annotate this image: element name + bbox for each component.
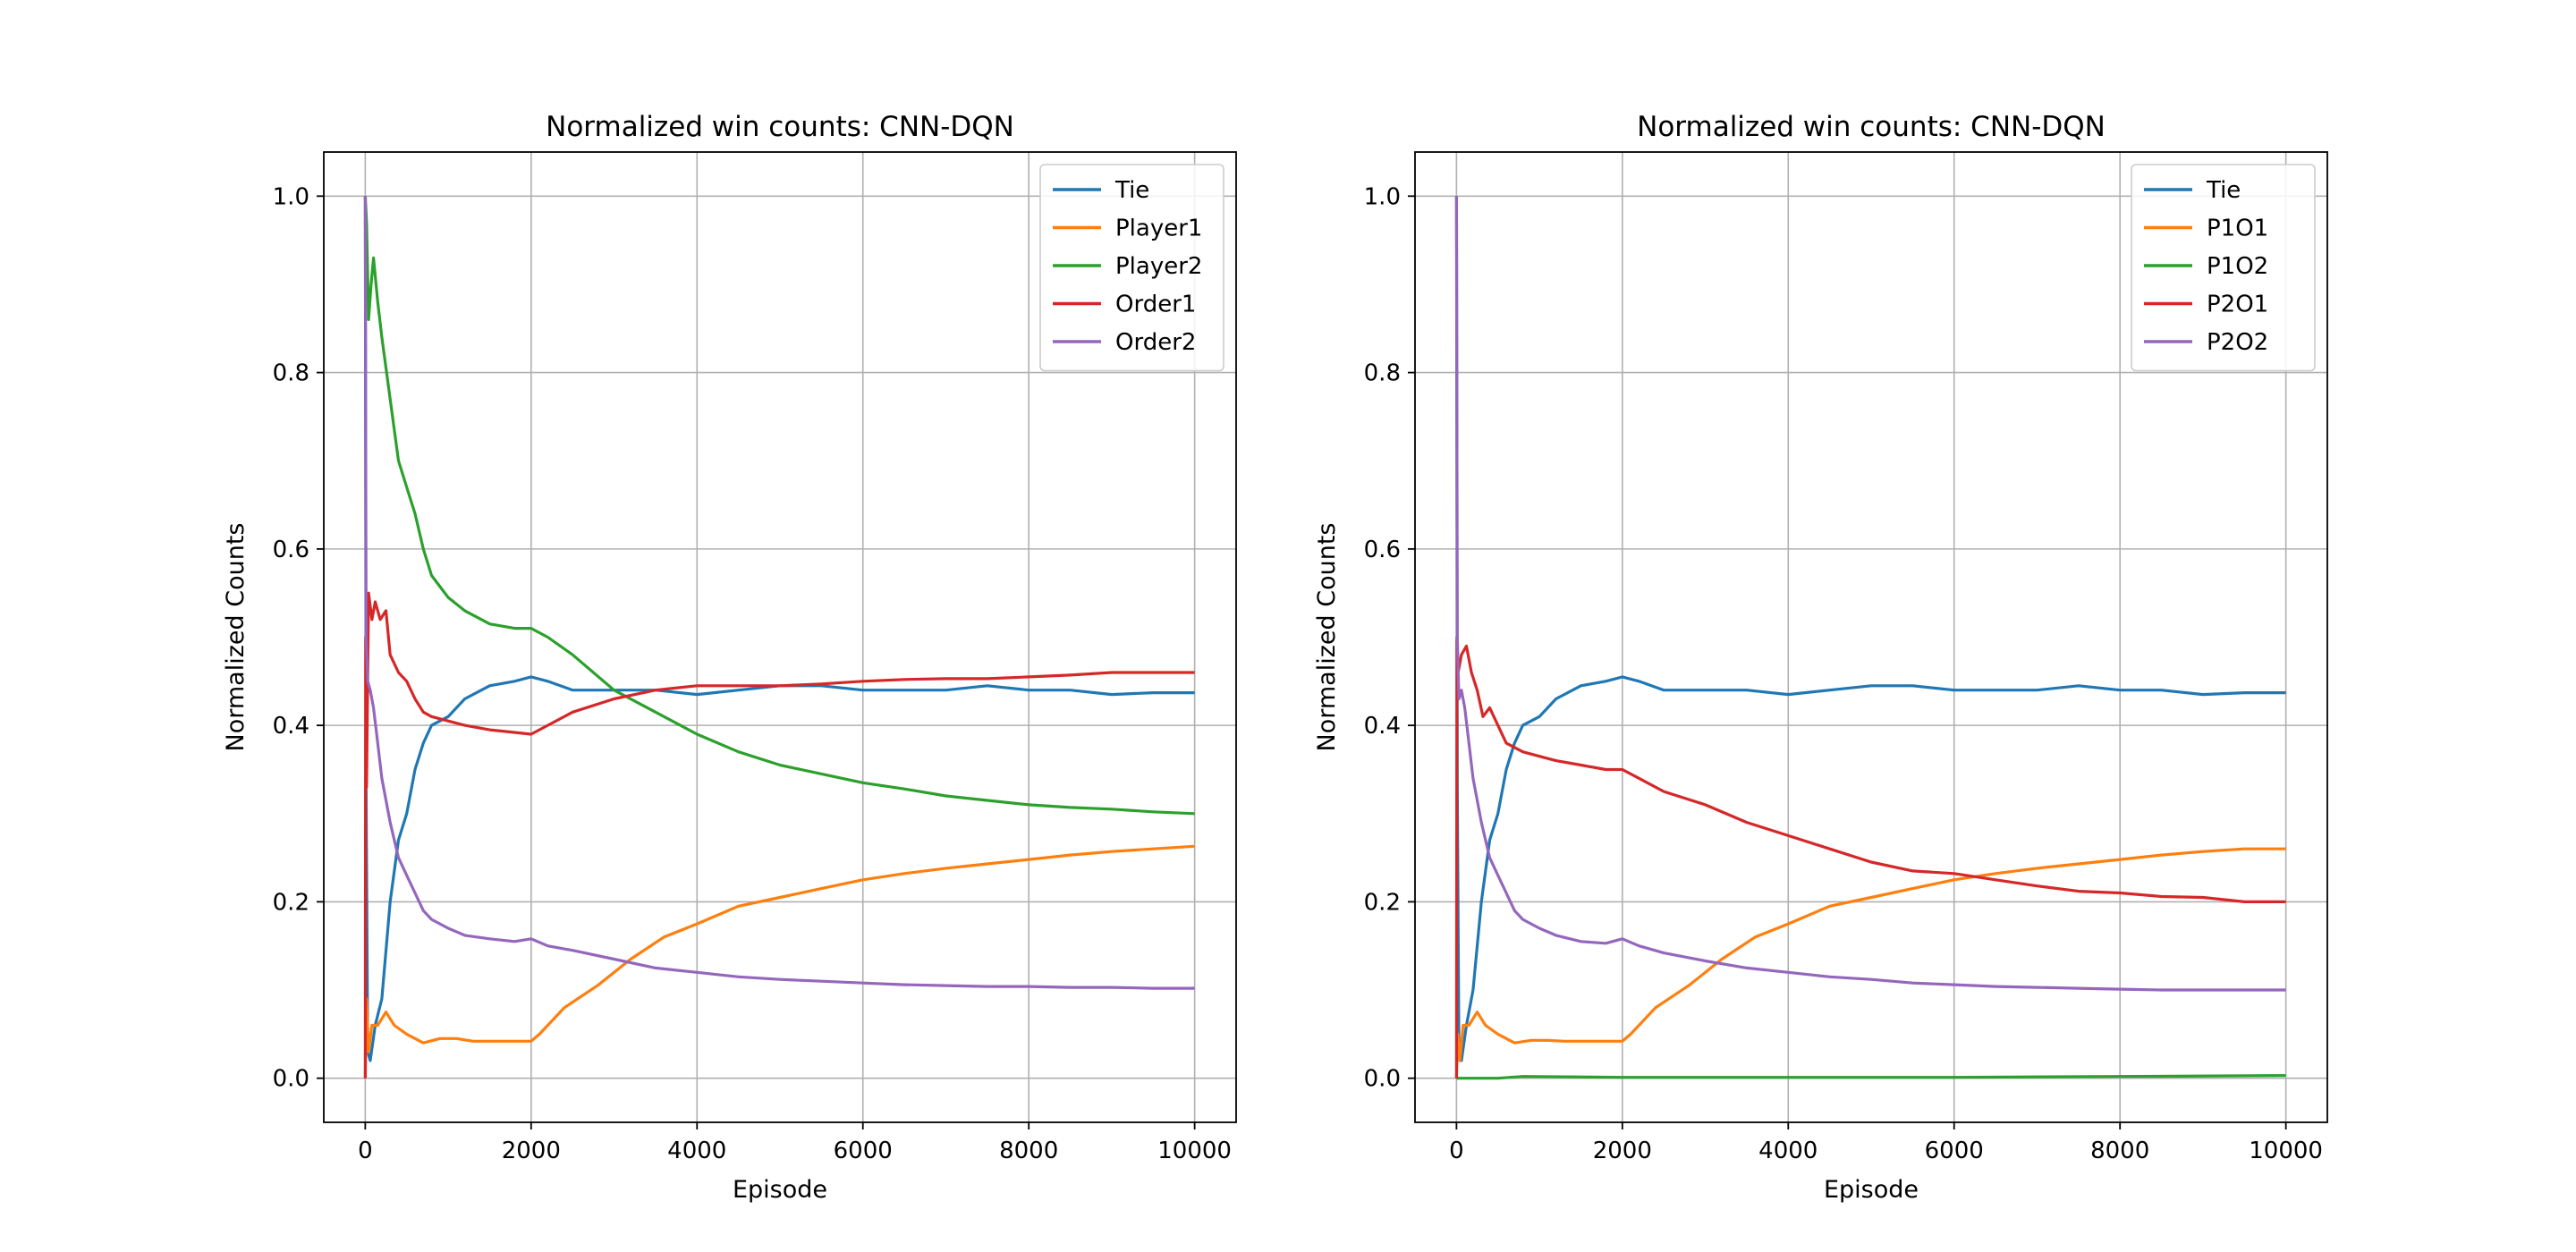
x-tick-label: 8000 (999, 1138, 1058, 1164)
y-tick-label: 1.0 (1364, 183, 1401, 210)
series-line-tie (363, 196, 1195, 1062)
x-tick-label: 8000 (2090, 1138, 2149, 1164)
y-tick-label: 0.6 (1364, 537, 1401, 563)
x-tick-label: 6000 (834, 1138, 893, 1164)
x-axis-label: Episode (1824, 1176, 1919, 1204)
x-tick-label: 0 (1449, 1138, 1464, 1164)
y-tick-label: 0.4 (1364, 713, 1401, 740)
series-line-p2o1 (1454, 635, 2286, 1079)
legend-box (1039, 164, 1224, 372)
x-tick-label: 2000 (502, 1138, 561, 1164)
x-tick-label: 6000 (1925, 1138, 1984, 1164)
legend-label: P2O2 (2207, 329, 2268, 356)
series-line-order1 (363, 591, 1195, 1079)
y-tick-label: 0.2 (1364, 889, 1401, 916)
y-tick-label: 0.4 (273, 713, 309, 740)
axes-frame (1414, 151, 2328, 1123)
y-tick-label: 0.0 (273, 1066, 309, 1093)
x-tick-label: 0 (358, 1138, 373, 1164)
y-tick-label: 0.8 (1364, 360, 1401, 387)
legend-label: Tie (2206, 177, 2241, 204)
series-line-order2 (363, 196, 1195, 990)
x-tick-label: 4000 (1758, 1138, 1818, 1164)
y-tick-label: 1.0 (273, 183, 309, 210)
series-line-tie (1454, 196, 2286, 1062)
series-line-p1o1 (1454, 847, 2286, 1079)
legend-label: Player1 (1115, 216, 1202, 242)
x-tick-label: 2000 (1593, 1138, 1652, 1164)
series-line-p2o2 (1454, 196, 2286, 992)
legend-label: Order1 (1115, 292, 1196, 318)
legend-label: P1O2 (2207, 253, 2268, 280)
x-tick-label: 10000 (1157, 1138, 1232, 1164)
chart-title: Normalized win counts: CNN-DQN (1637, 111, 2106, 143)
legend-label: Tie (1114, 177, 1149, 204)
x-tick-label: 4000 (667, 1138, 726, 1164)
legend-label: P1O1 (2207, 216, 2268, 242)
chart-panel-2: 0 2000 4000 6000 8000 10000 0.0 0.2 0.4 0.6 0.8 1.0… (1313, 111, 2328, 1204)
legend-label: Player2 (1115, 253, 1202, 280)
y-tick-label: 0.8 (273, 360, 309, 387)
chart-panel-1: 0 2000 4000 6000 8000 10000 0.0 0.2 0.4 0.6 0.8 1.0… (222, 111, 1237, 1204)
legend: Tie P1O1 P1O2 P2O1 P2O2 (2131, 164, 2316, 372)
x-tick-label: 10000 (2249, 1138, 2323, 1164)
series-line-player2 (363, 196, 1195, 816)
legend-label: P2O1 (2207, 292, 2268, 318)
legend-label: Order2 (1115, 329, 1196, 356)
chart-title: Normalized win counts: CNN-DQN (546, 111, 1014, 143)
y-axis-label: Normalized Counts (222, 523, 250, 752)
series-line-player1 (363, 844, 1195, 1079)
legend: Tie Player1 Player2 Order1 Order2 (1039, 164, 1224, 372)
y-tick-label: 0.2 (273, 889, 309, 916)
y-tick-label: 0.6 (273, 537, 309, 563)
series-line-p1o2 (1456, 1074, 2286, 1080)
x-axis-label: Episode (733, 1176, 827, 1204)
y-axis-label: Normalized Counts (1313, 523, 1341, 752)
legend-box (2131, 164, 2316, 372)
axes-frame (323, 151, 1237, 1123)
y-tick-label: 0.0 (1364, 1066, 1401, 1093)
